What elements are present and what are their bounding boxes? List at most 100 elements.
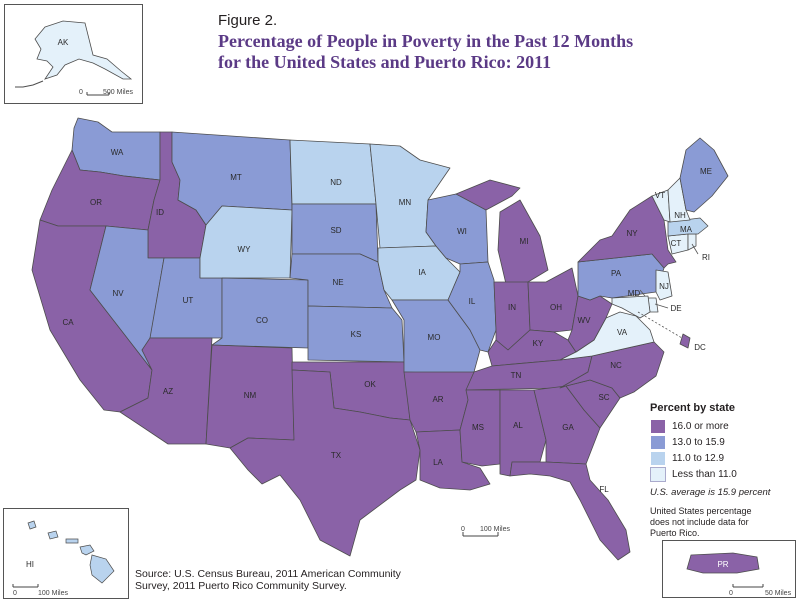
label-CA: CA	[62, 318, 74, 327]
state-NH	[667, 177, 691, 223]
island-kauai	[27, 520, 37, 530]
legend-swatch	[650, 466, 666, 482]
label-IN: IN	[508, 303, 516, 312]
label-SC: SC	[598, 393, 609, 402]
label-AZ: AZ	[163, 387, 173, 396]
source-line-1: Source: U.S. Census Bureau, 2011 America…	[135, 568, 401, 580]
label-IL: IL	[469, 297, 476, 306]
state-NY	[577, 195, 677, 269]
pr-scale-zero: 0	[729, 590, 733, 597]
label-MD: MD	[628, 289, 641, 298]
label-CO: CO	[256, 316, 268, 325]
ri-callout-line	[691, 243, 699, 255]
legend-label: 13.0 to 15.9	[672, 436, 725, 448]
label-MT: MT	[230, 173, 242, 182]
puerto-rico-map: PR 0 50 Miles	[686, 552, 792, 597]
label-VA: VA	[617, 328, 628, 337]
label-AL: AL	[513, 421, 523, 430]
label-MA: MA	[680, 225, 693, 234]
legend-item: 16.0 or more	[650, 418, 795, 434]
state-ME	[679, 137, 729, 213]
label-KS: KS	[351, 330, 362, 339]
hi-scale-zero: 0	[13, 590, 17, 597]
de-callout-line	[654, 303, 669, 309]
label-KY: KY	[533, 339, 544, 348]
label-WY: WY	[238, 245, 252, 254]
label-WA: WA	[111, 148, 124, 157]
label-ND: ND	[330, 178, 342, 187]
state-TX	[229, 369, 421, 557]
label-NM: NM	[244, 391, 257, 400]
label-NJ: NJ	[659, 282, 669, 291]
legend-item: Less than 11.0	[650, 466, 795, 482]
label-UT: UT	[183, 296, 194, 305]
title-line-2: for the United States and Puerto Rico: 2…	[218, 52, 552, 72]
source-line-2: Survey, 2011 Puerto Rico Community Surve…	[135, 580, 347, 592]
label-AR: AR	[432, 395, 443, 404]
state-CO	[211, 277, 309, 349]
state-MA	[667, 217, 709, 237]
alaska-inset: AK 0 500 Miles	[4, 4, 143, 104]
legend-label: Less than 11.0	[672, 468, 737, 480]
label-MS: MS	[472, 423, 484, 432]
label-OH: OH	[550, 303, 562, 312]
state-NJ	[655, 269, 673, 301]
legend-swatch	[650, 434, 666, 450]
label-DE: DE	[670, 304, 681, 313]
hawaii-map: HI 0 100 Miles	[12, 520, 115, 597]
label-FL: FL	[599, 485, 609, 494]
label-NE: NE	[332, 278, 343, 287]
label-IA: IA	[418, 268, 426, 277]
label-NY: NY	[626, 229, 638, 238]
label-CT: CT	[671, 239, 682, 248]
label-MI: MI	[520, 237, 529, 246]
legend-swatch	[650, 450, 666, 466]
title-line-1: Percentage of People in Poverty in the P…	[218, 31, 634, 51]
island-big-island	[89, 554, 115, 584]
legend: Percent by state 16.0 or more 13.0 to 15…	[650, 402, 795, 539]
territory-PR	[686, 552, 760, 574]
label-TN: TN	[511, 371, 522, 380]
source-note: Source: U.S. Census Bureau, 2011 America…	[135, 568, 401, 592]
hawaii-inset: HI 0 100 Miles	[3, 508, 129, 599]
label-PA: PA	[611, 269, 622, 278]
label-OR: OR	[90, 198, 102, 207]
label-OK: OK	[364, 380, 376, 389]
dc-callout-line	[637, 311, 683, 339]
us-average-note: U.S. average is 15.9 percent	[650, 487, 771, 498]
legend-title: Percent by state	[650, 402, 735, 414]
label-SD: SD	[330, 226, 341, 235]
legend-item: 11.0 to 12.9	[650, 450, 795, 466]
label-NC: NC	[610, 361, 622, 370]
legend-label: 16.0 or more	[672, 420, 729, 432]
aleutian-islands	[15, 80, 44, 88]
label-ME: ME	[700, 167, 712, 176]
alaska-map: AK 0 500 Miles	[15, 20, 133, 96]
main-scale-label: 100 Miles	[480, 526, 510, 533]
label-WI: WI	[457, 227, 467, 236]
ak-scale-label: 500 Miles	[103, 89, 133, 96]
state-WY	[199, 205, 293, 279]
label-WV: WV	[578, 316, 592, 325]
figure-label: Figure 2.	[218, 12, 278, 29]
label-LA: LA	[433, 458, 443, 467]
state-DC	[679, 333, 691, 349]
state-KS	[307, 305, 405, 363]
label-PR: PR	[717, 560, 728, 569]
label-ID: ID	[156, 208, 164, 217]
label-AK: AK	[58, 38, 69, 47]
puerto-rico-inset: PR 0 50 Miles	[662, 540, 796, 598]
label-MO: MO	[428, 333, 441, 342]
state-ND	[289, 139, 377, 205]
state-NC	[559, 341, 665, 399]
legend-label: 11.0 to 12.9	[672, 452, 725, 464]
hi-scale-label: 100 Miles	[38, 590, 68, 597]
island-molokai	[65, 538, 79, 544]
legend-item: 13.0 to 15.9	[650, 434, 795, 450]
legend-swatch	[650, 418, 666, 434]
state-FL	[509, 461, 631, 561]
state-MD	[611, 295, 651, 319]
label-GA: GA	[562, 423, 574, 432]
label-HI: HI	[26, 560, 34, 569]
island-oahu	[47, 530, 59, 540]
